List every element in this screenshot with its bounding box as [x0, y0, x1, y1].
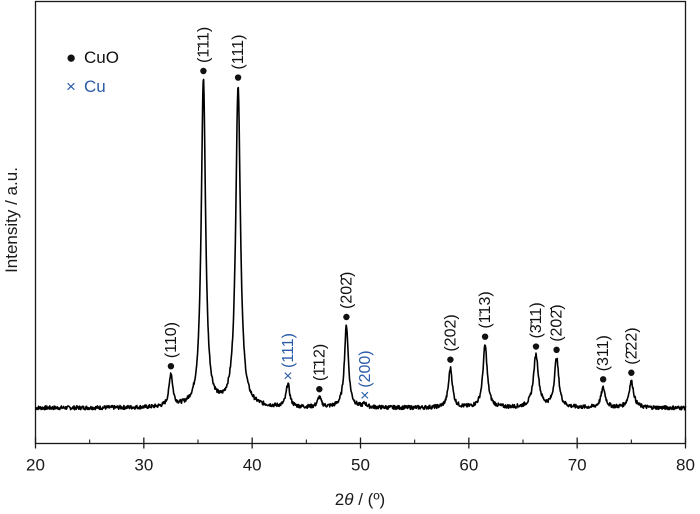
cuo-peak-marker [447, 356, 454, 363]
cuo-peak-marker [234, 74, 242, 81]
cuo-peak-marker [343, 313, 350, 321]
cu-peak-marker: × [283, 368, 292, 385]
cuo-peak-marker [628, 369, 635, 376]
cuo-peak-label: (110) [163, 322, 180, 358]
x-tick-label: 20 [26, 456, 45, 475]
cu-peak-label: (111) [280, 333, 297, 368]
cuo-peak-label: (1̄12) [311, 344, 328, 381]
peak-markers: ×× [167, 67, 635, 405]
x-tick-label: 60 [459, 456, 478, 475]
x-tick-label: 30 [134, 456, 153, 475]
y-axis-title: Intensity / a.u. [2, 167, 21, 273]
x-tick-label: 40 [243, 456, 262, 475]
cuo-peak-marker [200, 67, 207, 75]
cuo-peak-marker [532, 343, 540, 350]
cuo-peak-marker [167, 363, 175, 370]
x-axis-tick-labels: 20 30 40 50 60 70 80 [26, 456, 695, 475]
legend: ● CuO × Cu [66, 48, 119, 96]
legend-marker-cu: × [66, 77, 76, 96]
cuo-peak-label: (3̄11) [528, 302, 545, 338]
cu-peak-label: (200) [357, 350, 374, 387]
cuo-peak-label: (2̄22) [623, 327, 640, 364]
x-axis-title-symbol: θ [344, 490, 354, 509]
legend-label-cuo: CuO [84, 48, 119, 67]
cuo-peak-label: (1̄11) [195, 27, 212, 63]
cuo-peak-marker [553, 346, 560, 353]
legend-marker-cuo: ● [66, 48, 76, 67]
cuo-peak-label: (311) [595, 335, 612, 371]
xrd-pattern-line [35, 78, 687, 411]
cuo-peak-marker [599, 376, 607, 383]
cuo-peak-marker [481, 333, 489, 340]
cuo-peak-label: (1̄13) [477, 291, 494, 328]
cu-peak-marker: × [360, 388, 369, 405]
cuo-peak-label: (111) [230, 35, 247, 70]
cuo-peak-label: (202̄) [549, 304, 566, 341]
x-tick-label: 80 [676, 456, 695, 475]
legend-label-cu: Cu [84, 77, 106, 96]
x-axis-title-suffix: / (º) [354, 490, 386, 509]
cuo-peak-label: (202̄) [338, 272, 355, 309]
cuo-peak-label: (202) [442, 314, 459, 351]
x-axis-title: 2θ / (º) [335, 490, 385, 509]
peak-labels: (110) (1̄11) (111) (111) (1̄12) (202̄) (200) (2… [163, 27, 640, 388]
x-tick-label: 70 [568, 456, 587, 475]
cuo-peak-marker [316, 385, 323, 393]
x-axis-ticks [34, 437, 687, 449]
x-axis-title-prefix: 2 [335, 490, 344, 509]
x-tick-label: 50 [351, 456, 370, 475]
